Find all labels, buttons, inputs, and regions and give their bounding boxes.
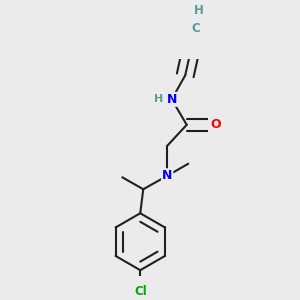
Text: H: H (154, 94, 163, 104)
Text: Cl: Cl (134, 285, 147, 298)
Text: N: N (167, 93, 177, 106)
Text: O: O (210, 118, 220, 131)
Text: H: H (194, 4, 204, 17)
Text: N: N (162, 169, 172, 182)
Text: C: C (191, 22, 200, 35)
